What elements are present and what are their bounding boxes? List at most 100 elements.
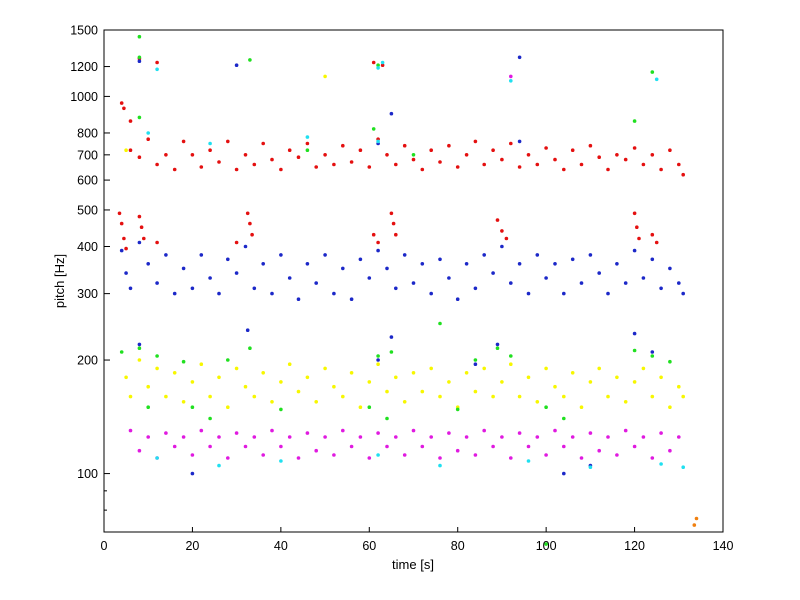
data-point bbox=[287, 362, 292, 367]
data-point bbox=[429, 291, 434, 296]
data-point bbox=[190, 286, 195, 291]
y-tick-label: 800 bbox=[77, 126, 98, 140]
data-point bbox=[504, 236, 509, 241]
data-point bbox=[632, 380, 637, 384]
data-point bbox=[615, 375, 619, 380]
data-point bbox=[323, 253, 327, 257]
data-point bbox=[438, 160, 442, 164]
data-point bbox=[650, 350, 655, 354]
data-point bbox=[464, 262, 469, 266]
data-point bbox=[606, 167, 610, 172]
data-point bbox=[172, 371, 177, 375]
data-point bbox=[615, 453, 619, 457]
y-tick-label: 600 bbox=[77, 174, 98, 188]
data-point bbox=[394, 162, 398, 167]
x-tick-label: 20 bbox=[185, 539, 199, 553]
data-point bbox=[668, 448, 672, 453]
data-point bbox=[155, 366, 159, 371]
data-point bbox=[681, 291, 685, 296]
data-point bbox=[142, 236, 146, 241]
data-point bbox=[367, 165, 372, 169]
x-tick-label: 60 bbox=[362, 539, 376, 553]
data-point bbox=[287, 276, 292, 280]
data-point bbox=[606, 394, 610, 399]
data-point bbox=[553, 262, 557, 266]
data-point bbox=[668, 266, 672, 271]
data-point bbox=[367, 405, 372, 410]
data-point bbox=[588, 143, 593, 148]
data-point bbox=[509, 141, 513, 146]
y-tick-label: 300 bbox=[77, 287, 98, 301]
data-point bbox=[358, 435, 363, 439]
data-point bbox=[438, 463, 442, 468]
data-point bbox=[394, 375, 398, 380]
y-tick-label: 500 bbox=[77, 203, 98, 217]
data-point bbox=[385, 266, 389, 271]
data-point bbox=[341, 143, 345, 148]
data-point bbox=[597, 448, 601, 453]
data-point bbox=[509, 281, 513, 285]
data-point bbox=[190, 471, 195, 476]
data-point bbox=[570, 371, 575, 375]
y-tick-label: 1000 bbox=[70, 90, 98, 104]
data-point bbox=[447, 431, 451, 435]
data-point bbox=[473, 453, 478, 457]
data-point bbox=[570, 435, 575, 439]
data-point bbox=[641, 276, 646, 280]
data-point bbox=[517, 262, 522, 266]
data-point bbox=[252, 394, 257, 399]
data-point bbox=[391, 221, 396, 226]
data-point bbox=[650, 456, 655, 460]
data-point bbox=[128, 394, 133, 399]
data-point bbox=[389, 350, 394, 354]
data-point bbox=[323, 366, 327, 371]
data-point bbox=[376, 63, 380, 67]
data-point bbox=[464, 435, 469, 439]
data-point bbox=[137, 240, 142, 245]
data-point bbox=[677, 435, 681, 439]
y-tick-label: 400 bbox=[77, 240, 98, 254]
y-tick-label: 200 bbox=[77, 354, 98, 368]
data-point bbox=[119, 350, 124, 354]
data-point bbox=[632, 248, 637, 253]
data-point bbox=[500, 244, 504, 249]
data-point bbox=[358, 148, 363, 152]
data-point bbox=[261, 262, 266, 266]
data-point bbox=[261, 141, 266, 146]
data-point bbox=[491, 148, 495, 152]
data-point bbox=[553, 157, 557, 162]
data-point bbox=[305, 262, 310, 266]
data-point bbox=[491, 271, 495, 275]
data-point bbox=[332, 162, 336, 167]
data-point bbox=[341, 394, 345, 399]
data-point bbox=[217, 435, 221, 439]
data-point bbox=[376, 139, 380, 144]
data-point bbox=[394, 286, 398, 291]
data-point bbox=[245, 328, 250, 333]
data-point bbox=[164, 253, 168, 257]
data-point bbox=[190, 453, 195, 457]
points-layer bbox=[117, 34, 699, 546]
data-point bbox=[376, 354, 380, 358]
data-point bbox=[124, 271, 128, 275]
data-point bbox=[208, 148, 212, 152]
data-point bbox=[367, 456, 372, 460]
data-point bbox=[632, 146, 637, 150]
data-point bbox=[641, 366, 646, 371]
data-point bbox=[208, 394, 212, 399]
data-point bbox=[243, 153, 248, 157]
data-point bbox=[181, 359, 186, 364]
data-point bbox=[164, 431, 168, 435]
y-axis: 100 200 300 400 500 600 700 800 1000 1200 1500 bbox=[70, 24, 110, 533]
data-point bbox=[124, 375, 128, 380]
data-point bbox=[526, 444, 531, 449]
data-point bbox=[137, 214, 142, 219]
data-point bbox=[217, 291, 221, 296]
data-point bbox=[248, 346, 252, 351]
data-point bbox=[155, 240, 159, 245]
data-point bbox=[473, 389, 478, 394]
data-point bbox=[650, 153, 655, 157]
data-point bbox=[659, 462, 663, 466]
data-point bbox=[124, 148, 128, 152]
data-point bbox=[473, 358, 478, 362]
